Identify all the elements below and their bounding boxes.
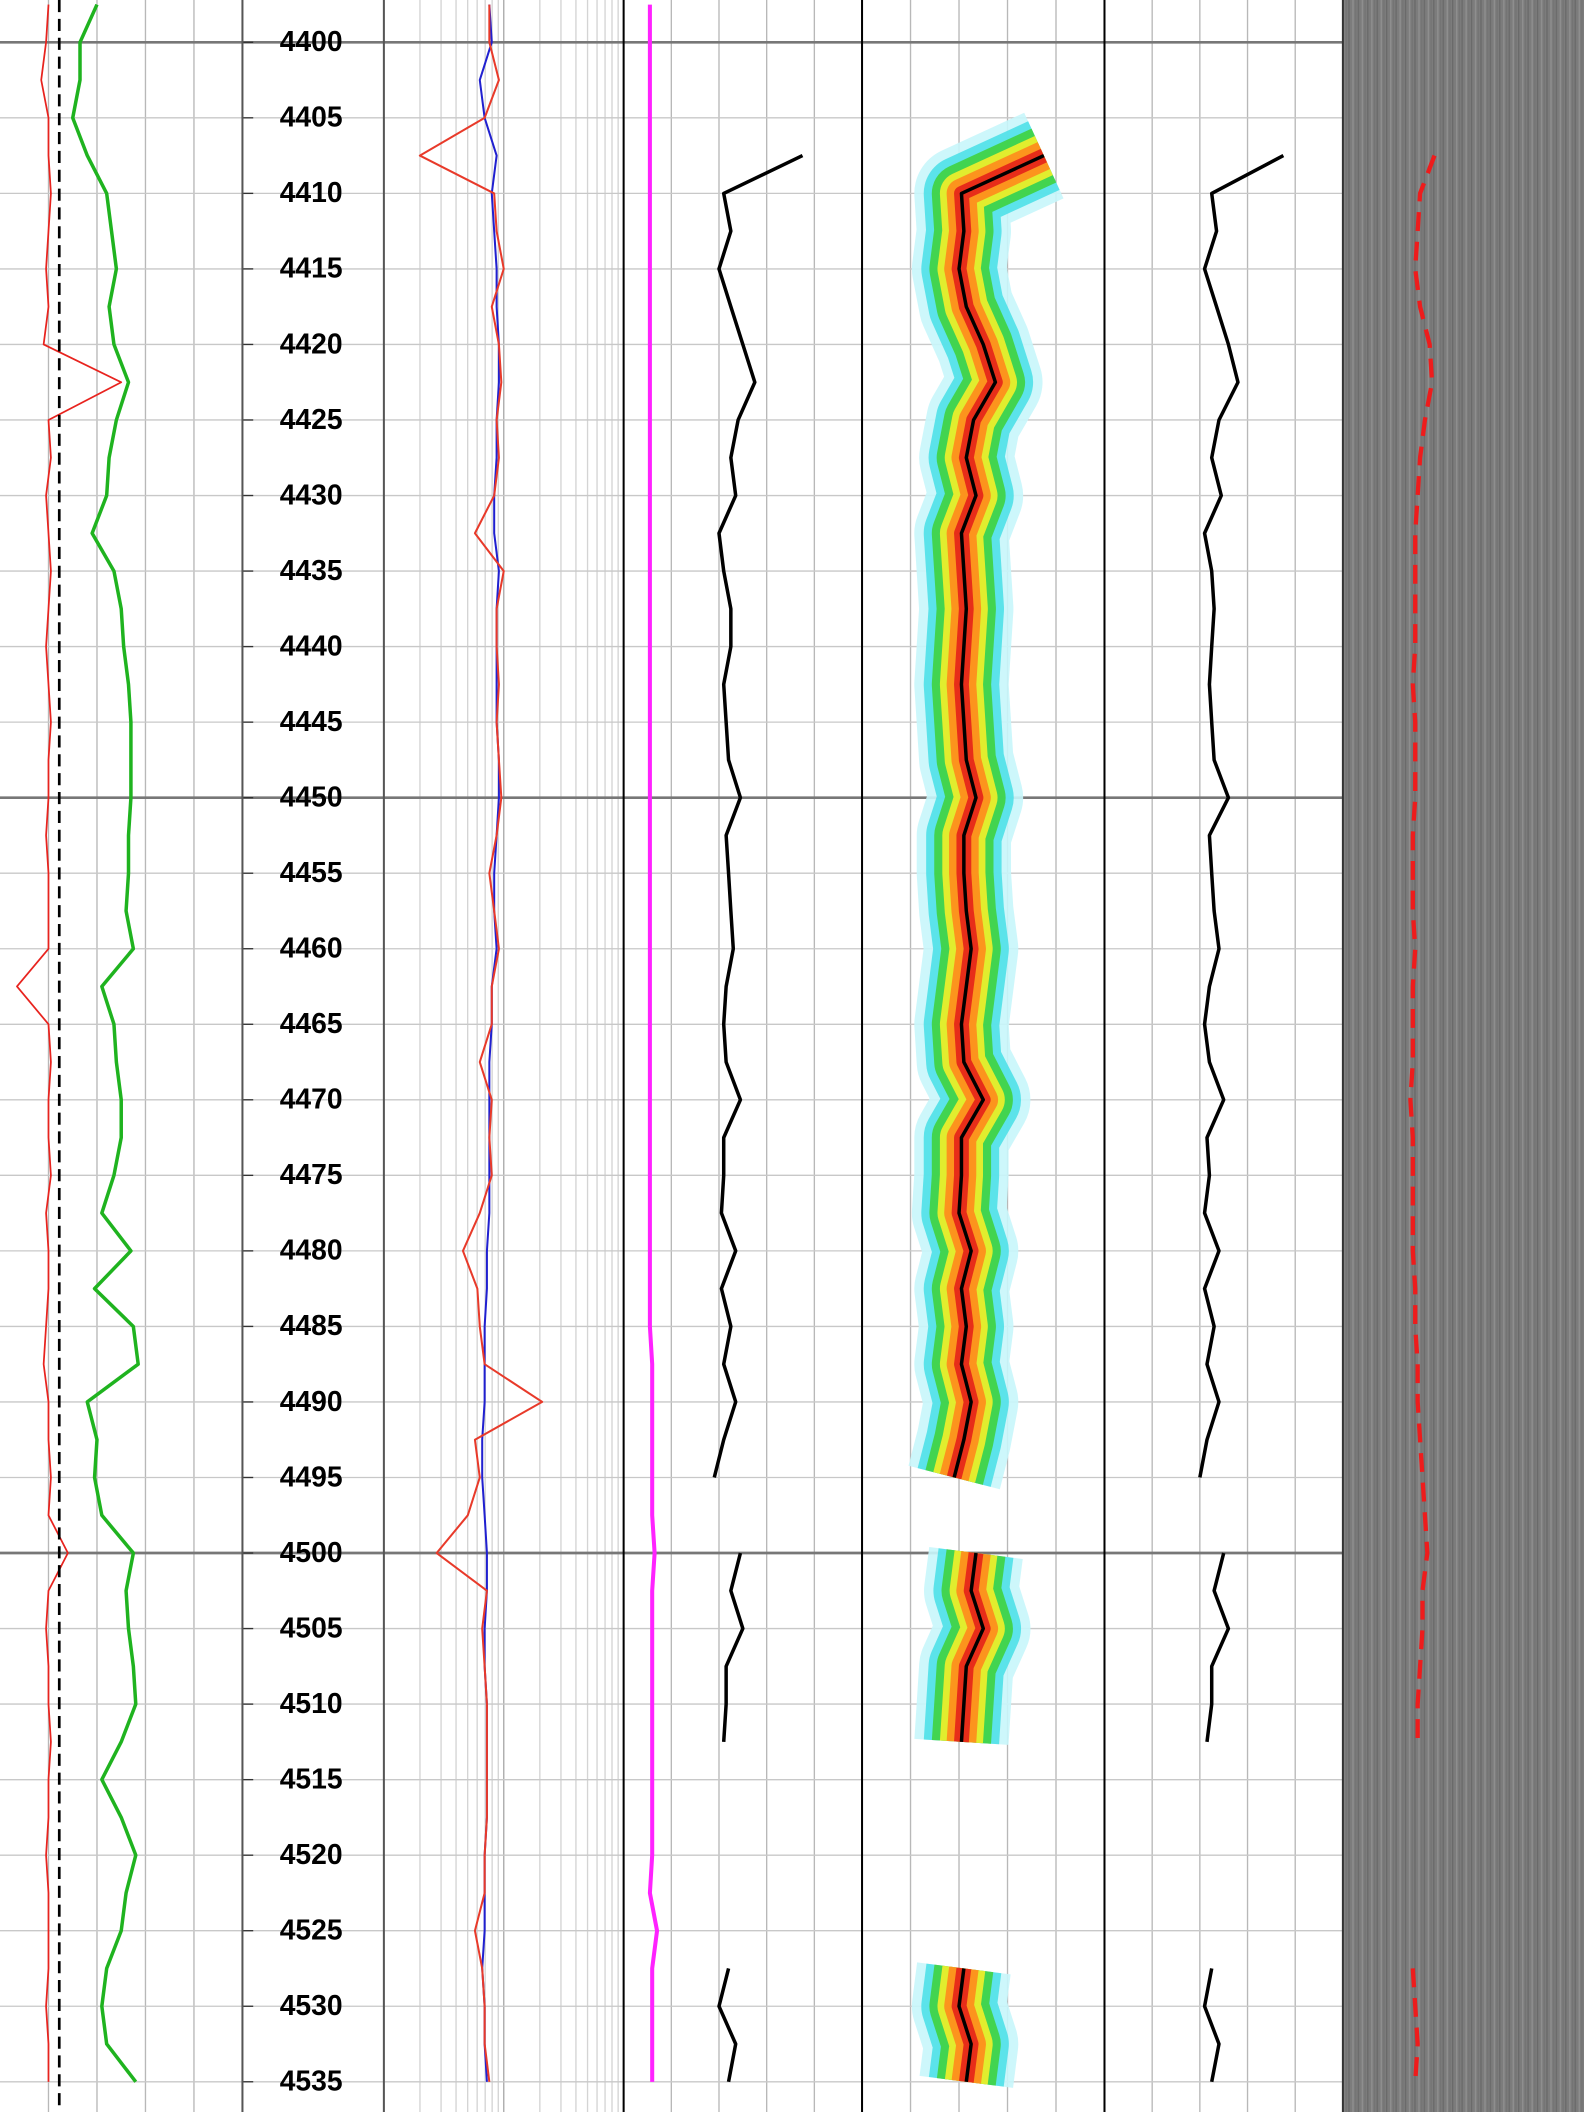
log-curve [418, 4, 544, 2082]
log-curve [647, 4, 660, 2082]
log-curve [712, 153, 804, 2083]
depth-label: 4530 [280, 1989, 343, 2021]
depth-label: 4440 [280, 629, 343, 661]
depth-label: 4425 [280, 403, 343, 435]
depth-label: 4515 [280, 1762, 343, 1794]
depth-label: 4480 [280, 1234, 343, 1266]
depth-label: 4415 [280, 252, 343, 284]
depth-label: 4410 [280, 176, 343, 208]
depth-label: 4520 [280, 1838, 343, 1870]
depth-label: 4435 [280, 554, 343, 586]
depth-label: 4405 [280, 101, 343, 133]
log-curve [478, 4, 500, 2082]
depth-label: 4470 [280, 1083, 343, 1115]
depth-label: 4485 [280, 1309, 343, 1341]
depth-label: 4505 [280, 1611, 343, 1643]
depth-label: 4445 [280, 705, 343, 737]
depth-label: 4465 [280, 1007, 343, 1039]
depth-label: 4495 [280, 1460, 343, 1492]
depth-label: 4510 [280, 1687, 343, 1719]
depth-label: 4455 [280, 856, 343, 888]
depth-label: 4420 [280, 327, 343, 359]
depth-label: 4535 [280, 2065, 343, 2097]
grid [0, 0, 1343, 2112]
depth-label: 4490 [280, 1385, 343, 1417]
log-curve [70, 3, 140, 2083]
depth-label: 4475 [280, 1158, 343, 1190]
depth-label: 4400 [280, 25, 343, 57]
track-borders [57, 0, 1344, 2112]
depth-label: 4460 [280, 932, 343, 964]
image-track [1342, 0, 1584, 2112]
log-curve [16, 4, 123, 2082]
log-curve [1198, 154, 1285, 2083]
log-curve [1408, 154, 1437, 2082]
depth-label: 4500 [280, 1536, 343, 1568]
depth-label: 4525 [280, 1914, 343, 1946]
log-curve [952, 153, 1045, 2083]
depth-label: 4450 [280, 780, 343, 812]
curves [16, 3, 1437, 2092]
depth-label: 4430 [280, 478, 343, 510]
